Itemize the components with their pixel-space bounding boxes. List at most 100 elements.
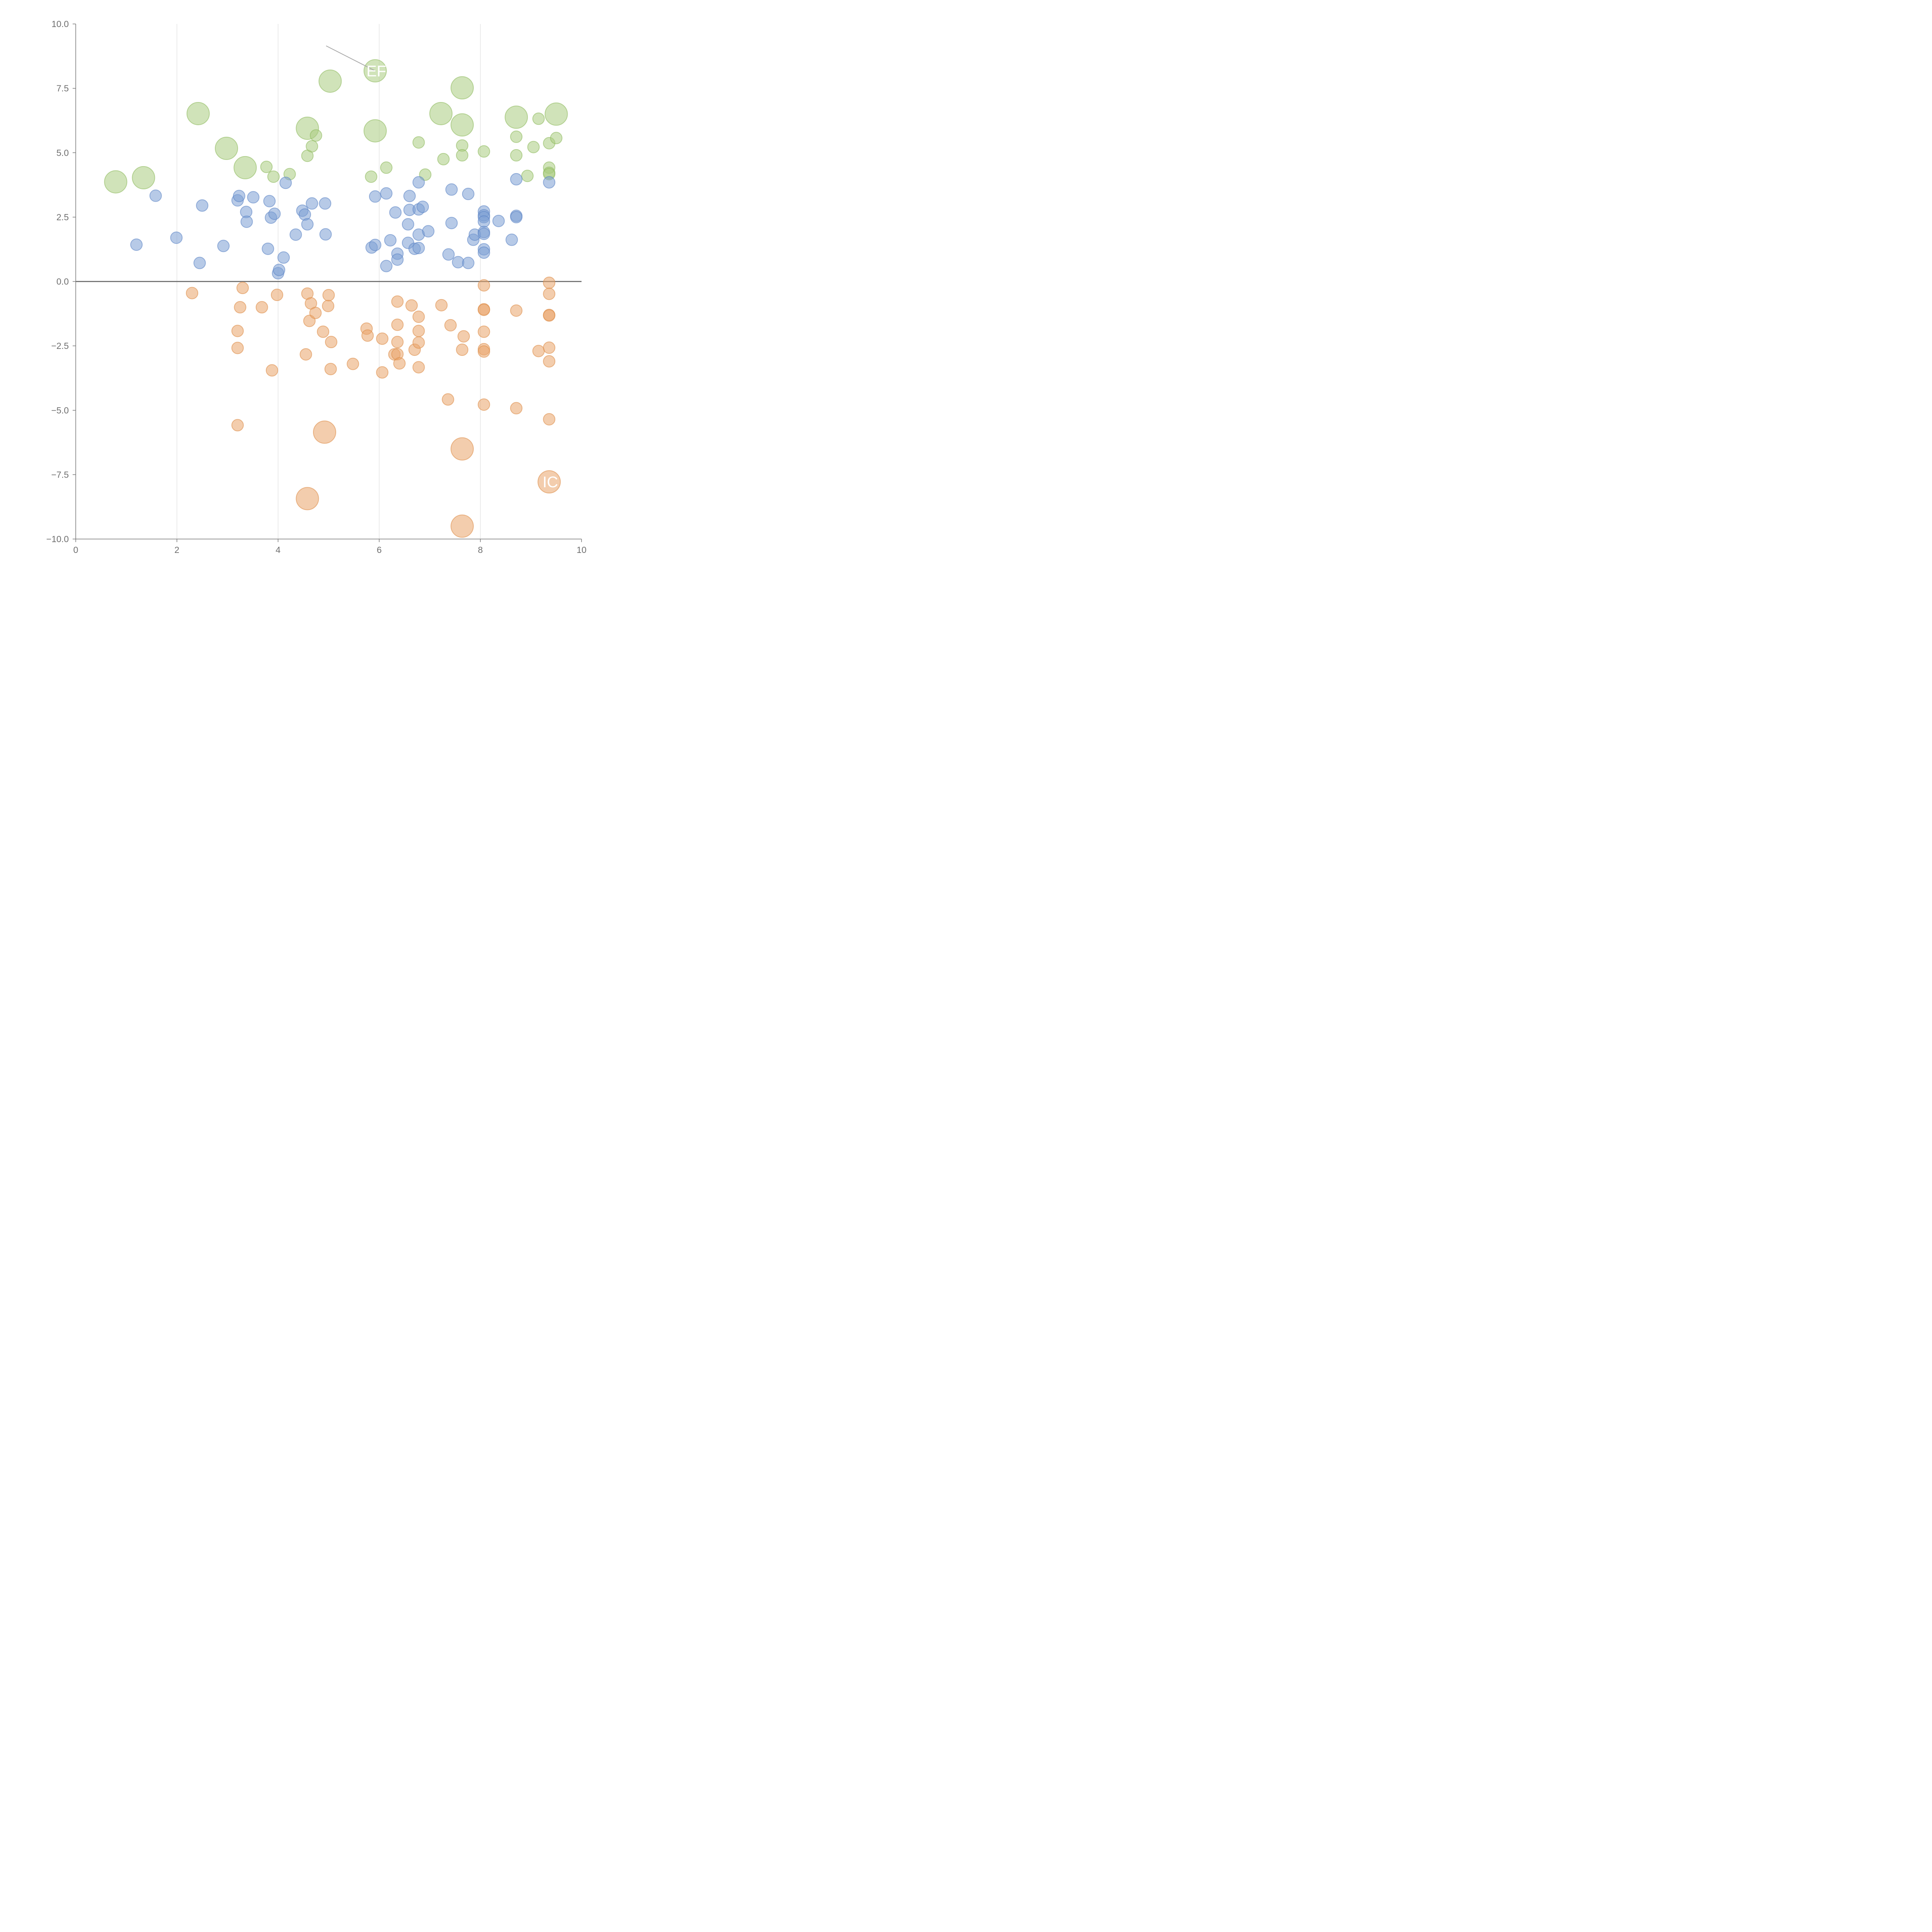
point-green [318, 69, 342, 93]
point-blue [478, 246, 490, 259]
point-green [456, 149, 469, 162]
y-tick-label: 0.0 [56, 277, 69, 287]
point-blue [130, 238, 143, 251]
point-blue [416, 201, 429, 213]
point-orange [451, 437, 474, 461]
point-blue [445, 183, 458, 196]
point-blue [170, 231, 183, 244]
point-green [363, 119, 387, 143]
point-blue [279, 177, 292, 189]
point-orange [543, 355, 556, 368]
point-green [478, 145, 490, 158]
point-orange [543, 413, 556, 426]
point-green [310, 129, 322, 142]
point-orange [412, 361, 425, 374]
point-orange [313, 420, 337, 444]
annotation-leader-line [326, 45, 376, 71]
point-orange [361, 329, 374, 342]
point-orange [347, 357, 359, 370]
point-orange [270, 289, 283, 301]
y-tick-label: −2.5 [51, 341, 69, 351]
point-orange [265, 364, 278, 377]
point-green [550, 132, 563, 145]
point-blue [369, 238, 381, 251]
point-blue [268, 207, 281, 220]
point-blue [263, 195, 276, 207]
y-tick-label: 2.5 [56, 212, 69, 222]
point-orange [231, 342, 244, 354]
point-orange [478, 279, 490, 292]
point-green [267, 170, 280, 183]
point-orange [234, 301, 247, 314]
point-orange [391, 295, 404, 308]
axis-ticks: 0 2 4 6 8 10 10.0 7.5 5.0 2.5 0.0 −2.5 −5.0 −7.5 −10.0 [46, 19, 587, 555]
point-orange [393, 357, 406, 370]
point-blue [247, 191, 260, 204]
point-blue [462, 257, 474, 269]
point-blue [543, 176, 556, 189]
point-blue [193, 257, 206, 269]
point-green [437, 153, 450, 165]
point-blue [389, 206, 402, 219]
y-tick-label: 10.0 [51, 19, 69, 29]
x-tick-label: 2 [174, 545, 179, 555]
point-green [380, 161, 393, 174]
point-orange [444, 319, 457, 332]
point-blue [380, 260, 393, 272]
point-blue [445, 217, 458, 230]
point-green [260, 160, 273, 173]
point-green [544, 102, 568, 126]
point-blue [462, 187, 474, 200]
point-blue [196, 199, 209, 212]
point-blue [403, 190, 416, 202]
point-orange [543, 309, 556, 322]
point-orange [543, 276, 556, 289]
point-orange [478, 303, 490, 316]
annotations: EF IC [326, 45, 558, 491]
point-blue [240, 215, 253, 228]
point-blue [510, 211, 523, 223]
point-blue [369, 190, 381, 203]
point-orange [457, 330, 470, 343]
point-orange [376, 366, 389, 379]
point-blue [478, 228, 490, 240]
point-blue [412, 176, 425, 189]
point-blue [149, 189, 162, 202]
point-blue [505, 233, 518, 246]
point-orange [451, 514, 474, 538]
point-blue [412, 242, 425, 254]
point-green [104, 170, 128, 194]
point-green [451, 76, 474, 100]
point-orange [231, 325, 244, 337]
point-orange [435, 299, 448, 311]
point-blue [442, 248, 455, 261]
point-green [527, 141, 540, 153]
y-tick-label: 5.0 [56, 148, 69, 158]
point-blue [510, 173, 523, 185]
point-blue [384, 234, 397, 247]
point-orange [296, 487, 319, 510]
point-blue [492, 214, 505, 227]
y-tick-label: −7.5 [51, 469, 69, 480]
point-blue [289, 228, 302, 241]
point-orange [255, 301, 268, 314]
point-orange [456, 344, 469, 356]
point-orange [478, 345, 490, 358]
point-orange [186, 287, 199, 299]
point-orange [478, 325, 490, 338]
point-orange [299, 348, 312, 361]
point-green [132, 166, 155, 189]
x-tick-label: 10 [577, 545, 587, 555]
x-tick-label: 8 [478, 545, 483, 555]
point-orange [317, 325, 330, 338]
point-orange [412, 325, 425, 337]
point-orange [322, 289, 335, 301]
point-green [505, 105, 528, 129]
point-blue [422, 225, 435, 238]
x-tick-label: 6 [377, 545, 382, 555]
point-orange [324, 363, 337, 376]
point-blue [319, 228, 332, 241]
point-green [510, 149, 523, 162]
point-green [532, 112, 545, 125]
point-orange [391, 336, 404, 349]
